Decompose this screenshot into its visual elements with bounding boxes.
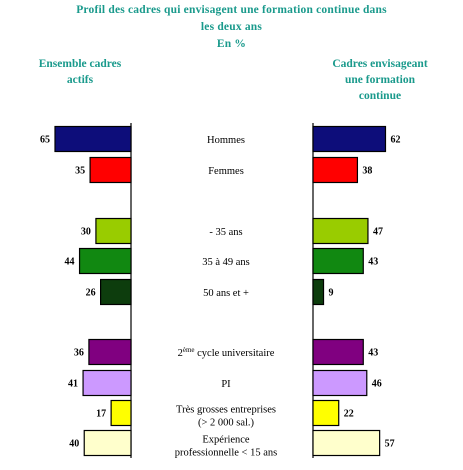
category-label-5-0: 2ème cycle universitaire <box>178 346 275 359</box>
right-bar-3 <box>312 247 364 275</box>
category-label-3-0: 35 à 49 ans <box>202 257 250 268</box>
category-label-7-1: (> 2 000 sal.) <box>198 418 255 429</box>
left-value-label-6: 41 <box>68 379 78 390</box>
category-label-2-0: - 35 ans <box>209 227 242 238</box>
right-bar-6 <box>312 369 368 397</box>
left-bar-1 <box>89 156 132 184</box>
right-value-label-6: 46 <box>372 379 382 390</box>
category-label-8-1: professionnelle < 15 ans <box>175 448 277 459</box>
right-panel-title-line-1: Cadres envisageant <box>332 58 428 70</box>
right-bar-8 <box>312 429 381 457</box>
left-value-label-5: 36 <box>74 348 84 359</box>
right-value-label-5: 43 <box>368 348 378 359</box>
left-bar-0 <box>54 125 132 153</box>
right-value-label-3: 43 <box>368 257 378 268</box>
chart-title-line-1: Profil des cadres qui envisagent une for… <box>76 4 387 16</box>
left-panel-title-line-2: actifs <box>66 74 94 86</box>
left-bar-5 <box>88 338 132 366</box>
right-bar-0 <box>312 125 387 153</box>
left-value-label-4: 26 <box>86 288 96 299</box>
right-value-label-8: 57 <box>385 439 395 450</box>
left-bar-3 <box>78 247 132 275</box>
left-value-label-8: 40 <box>69 439 79 450</box>
right-value-label-2: 47 <box>373 227 383 238</box>
right-value-label-1: 38 <box>362 166 372 177</box>
left-value-label-3: 44 <box>65 257 75 268</box>
right-bar-5 <box>312 338 364 366</box>
chart-title-line-2: les deux ans <box>200 21 263 33</box>
left-value-label-0: 65 <box>40 135 50 146</box>
category-label-4-0: 50 ans et + <box>203 288 249 299</box>
right-panel-title: Cadres envisageant une formation continu… <box>300 56 460 104</box>
chart-subtitle: En % <box>216 38 247 50</box>
right-panel-title-line-3: continue <box>358 90 402 102</box>
category-label-8-0: Expérience <box>202 435 250 446</box>
category-label-7-0: Très grosses entreprises <box>176 405 276 416</box>
right-bar-2 <box>312 217 369 245</box>
left-panel-title-line-1: Ensemble cadres <box>38 58 122 70</box>
left-bar-8 <box>83 429 132 457</box>
category-label-6-0: PI <box>221 379 231 390</box>
left-bar-6 <box>82 369 132 397</box>
left-bar-2 <box>95 217 132 245</box>
right-value-label-7: 22 <box>344 409 354 420</box>
category-label-1-0: Femmes <box>208 166 244 177</box>
right-value-label-4: 9 <box>329 288 334 299</box>
left-bar-7 <box>110 399 132 427</box>
right-bar-7 <box>312 399 340 427</box>
category-label-0-0: Hommes <box>207 135 245 146</box>
right-value-label-0: 62 <box>390 135 400 146</box>
left-value-label-2: 30 <box>81 227 91 238</box>
left-panel-title: Ensemble cadres actifs <box>10 56 150 88</box>
left-value-label-1: 35 <box>75 166 85 177</box>
left-bar-4 <box>99 278 132 306</box>
left-value-label-7: 17 <box>96 409 106 420</box>
right-panel-title-line-2: une formation <box>345 74 415 86</box>
right-bar-1 <box>312 156 359 184</box>
right-bar-4 <box>312 278 325 306</box>
